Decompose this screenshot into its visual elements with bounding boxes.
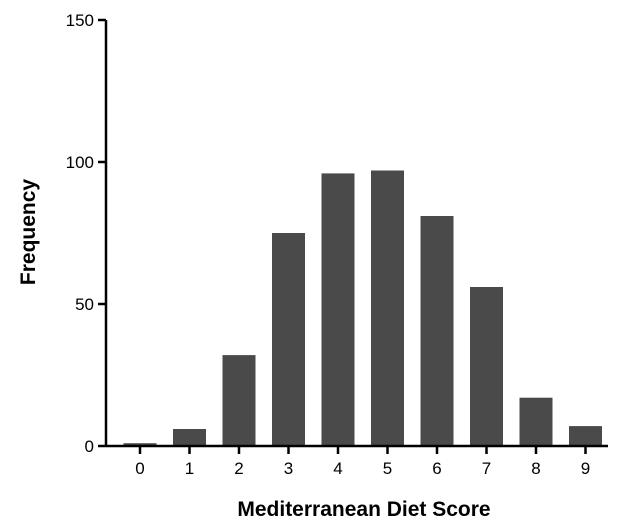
- axes-layer: [98, 18, 608, 454]
- bar-4: [321, 173, 355, 446]
- bar-0: [123, 443, 157, 446]
- bar-5: [371, 170, 404, 446]
- bar-1: [173, 429, 206, 446]
- x-tick-label-0: 0: [135, 459, 144, 478]
- x-tick-label-4: 4: [333, 459, 342, 478]
- bar-8: [519, 397, 553, 446]
- x-tick-label-1: 1: [185, 459, 194, 478]
- x-tick-label-5: 5: [383, 459, 392, 478]
- y-tick-label-100: 100: [66, 153, 94, 172]
- y-axis-title: Frequency: [17, 179, 40, 286]
- x-tick-label-7: 7: [482, 459, 491, 478]
- bars-layer: [123, 170, 602, 446]
- bar-6: [420, 216, 454, 446]
- x-tick-label-9: 9: [581, 459, 590, 478]
- bar-9: [569, 426, 602, 446]
- x-tick-label-3: 3: [284, 459, 293, 478]
- bar-3: [272, 233, 305, 446]
- labels-layer: 0 50 100 150 0 1 2 3 4 5 6 7 8 9: [66, 11, 591, 478]
- x-tick-label-8: 8: [531, 459, 540, 478]
- bar-2: [222, 355, 256, 446]
- y-tick-label-0: 0: [85, 437, 94, 456]
- x-tick-label-6: 6: [432, 459, 441, 478]
- bar-7: [470, 287, 503, 446]
- y-tick-label-150: 150: [66, 11, 94, 30]
- x-tick-label-2: 2: [234, 459, 243, 478]
- y-tick-label-50: 50: [75, 295, 94, 314]
- x-axis-title: Mediterranean Diet Score: [237, 498, 490, 518]
